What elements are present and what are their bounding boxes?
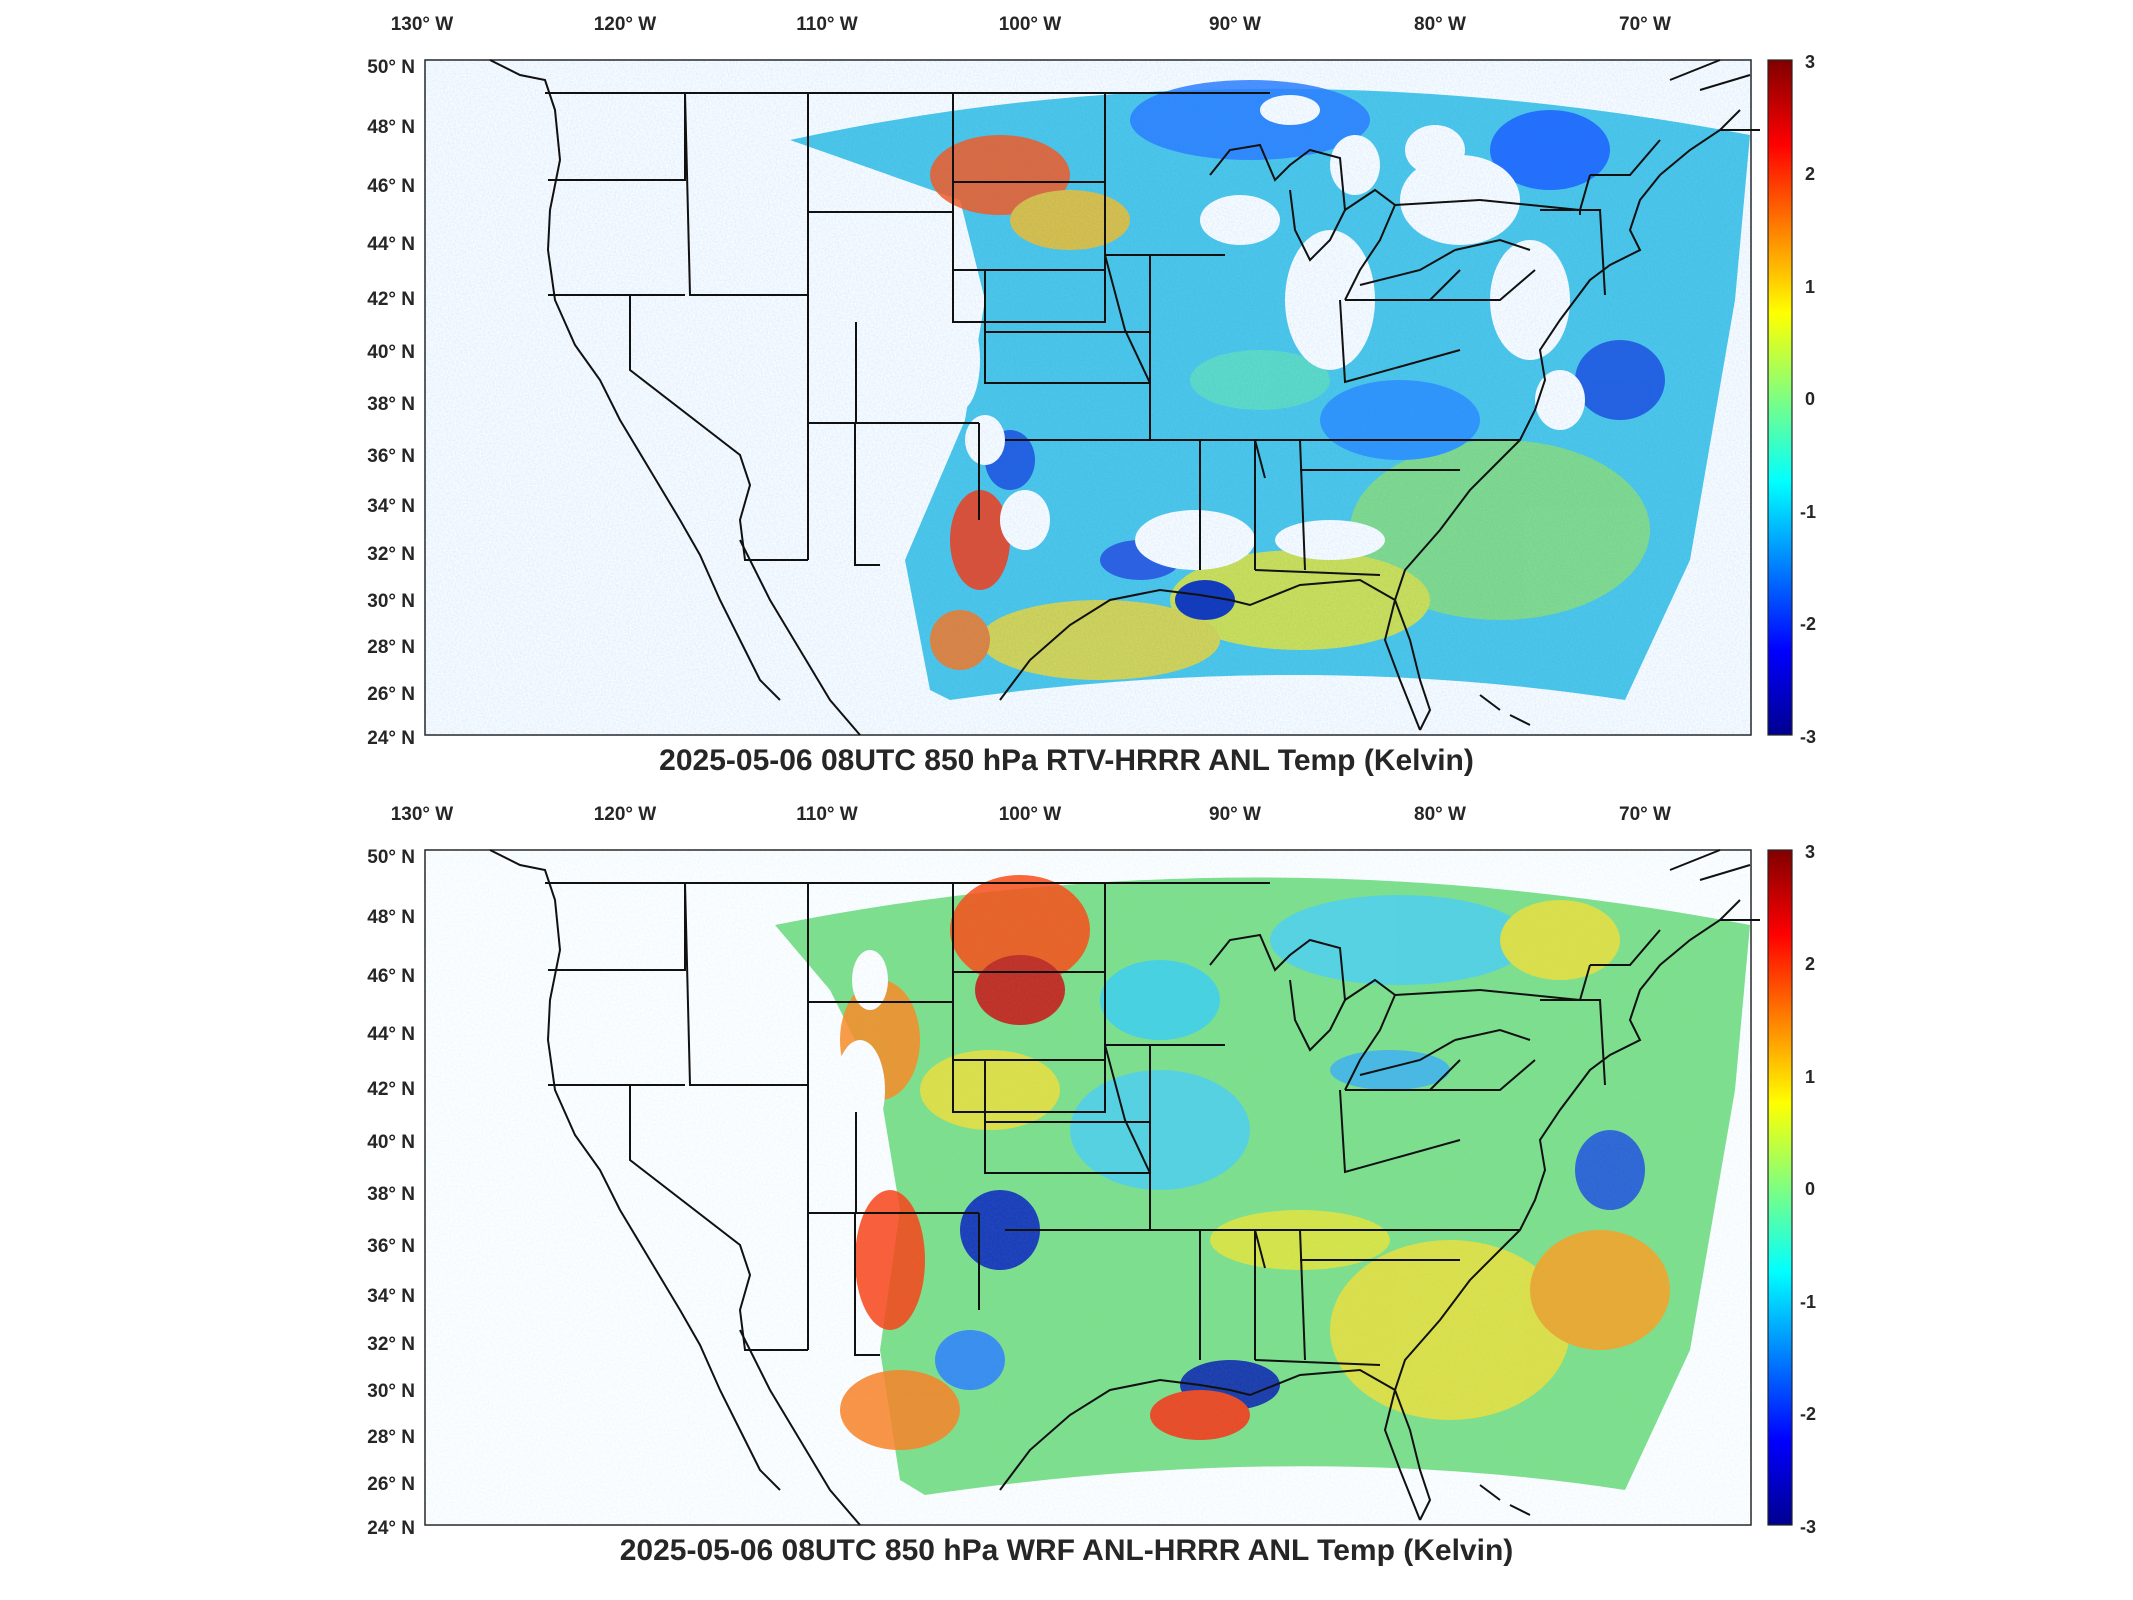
- lon-tick: 130° W: [391, 14, 454, 35]
- lon-tick: 100° W: [999, 804, 1062, 825]
- lat-tick: 30° N: [367, 591, 415, 612]
- lat-tick: 44° N: [367, 234, 415, 255]
- cb-tick: -1: [1800, 502, 1816, 522]
- lat-tick: 36° N: [367, 1236, 415, 1257]
- cb-tick: 3: [1805, 842, 1815, 862]
- lat-tick: 42° N: [367, 1079, 415, 1100]
- lat-ticks: 50° N 48° N 46° N 44° N 42° N 40° N 38° …: [367, 57, 415, 749]
- state-boundaries: [489, 59, 1760, 736]
- colorbar-wrf: 3 2 1 0 -1 -2 -3: [1767, 842, 1816, 1537]
- lat-tick: 38° N: [367, 394, 415, 415]
- cb-tick: -3: [1800, 1517, 1816, 1537]
- data-field-rtv: [425, 60, 1751, 735]
- lat-tick: 48° N: [367, 117, 415, 138]
- map-wrf: 130° W 120° W 110° W 100° W 90° W 80° W …: [367, 804, 1816, 1539]
- lon-tick: 110° W: [796, 804, 858, 825]
- data-field-wrf: [425, 850, 1751, 1525]
- lat-tick: 28° N: [367, 637, 415, 658]
- lat-tick: 40° N: [367, 342, 415, 363]
- lon-ticks: 130° W 120° W 110° W 100° W 90° W 80° W …: [391, 804, 1671, 825]
- lat-tick: 42° N: [367, 289, 415, 310]
- lon-tick: 80° W: [1414, 14, 1466, 35]
- cb-tick: 1: [1805, 1067, 1815, 1087]
- lat-tick: 40° N: [367, 1132, 415, 1153]
- lon-tick: 100° W: [999, 14, 1062, 35]
- lon-tick: 120° W: [594, 14, 657, 35]
- lat-tick: 26° N: [367, 1474, 415, 1495]
- state-boundaries: [489, 849, 1760, 1526]
- lat-tick: 50° N: [367, 57, 415, 78]
- cb-tick: 1: [1805, 277, 1815, 297]
- colorbar-rtv: 3 2 1 0 -1 -2 -3: [1767, 52, 1816, 747]
- cb-tick: 0: [1805, 389, 1815, 409]
- lon-tick: 80° W: [1414, 804, 1466, 825]
- lat-tick: 48° N: [367, 907, 415, 928]
- cb-tick: -3: [1800, 727, 1816, 747]
- lon-tick: 70° W: [1619, 14, 1671, 35]
- colorbar-gradient: [1767, 59, 1793, 736]
- panel-title: 2025-05-06 08UTC 850 hPa WRF ANL-HRRR AN…: [619, 1534, 1514, 1567]
- cb-tick: -2: [1800, 1404, 1816, 1424]
- panel-rtv: 130° W 120° W 110° W 100° W 90° W 80° W …: [0, 0, 2133, 790]
- lat-tick: 26° N: [367, 684, 415, 705]
- lon-tick: 110° W: [796, 14, 858, 35]
- lat-tick: 34° N: [367, 496, 415, 517]
- colorbar-gradient: [1767, 849, 1793, 1526]
- panel-wrf: 130° W 120° W 110° W 100° W 90° W 80° W …: [0, 790, 2133, 1580]
- lat-tick: 28° N: [367, 1427, 415, 1448]
- lon-tick: 90° W: [1209, 14, 1261, 35]
- lat-tick: 30° N: [367, 1381, 415, 1402]
- lat-tick: 34° N: [367, 1286, 415, 1307]
- map-rtv: 130° W 120° W 110° W 100° W 90° W 80° W …: [367, 14, 1816, 749]
- lon-tick: 70° W: [1619, 804, 1671, 825]
- lat-tick: 44° N: [367, 1024, 415, 1045]
- lat-tick: 36° N: [367, 446, 415, 467]
- cb-tick: 2: [1805, 954, 1815, 974]
- cb-tick: 0: [1805, 1179, 1815, 1199]
- lat-tick: 46° N: [367, 176, 415, 197]
- lat-tick: 50° N: [367, 847, 415, 868]
- lat-tick: 24° N: [367, 728, 415, 749]
- lat-tick: 32° N: [367, 1334, 415, 1355]
- lat-ticks: 50° N 48° N 46° N 44° N 42° N 40° N 38° …: [367, 847, 415, 1539]
- panel-title: 2025-05-06 08UTC 850 hPa RTV-HRRR ANL Te…: [659, 744, 1474, 777]
- cb-tick: 2: [1805, 164, 1815, 184]
- lat-tick: 24° N: [367, 1518, 415, 1539]
- cb-tick: -1: [1800, 1292, 1816, 1312]
- lat-tick: 46° N: [367, 966, 415, 987]
- lon-tick: 130° W: [391, 804, 454, 825]
- lon-tick: 120° W: [594, 804, 657, 825]
- lat-tick: 32° N: [367, 544, 415, 565]
- cb-tick: -2: [1800, 614, 1816, 634]
- cb-tick: 3: [1805, 52, 1815, 72]
- lon-ticks: 130° W 120° W 110° W 100° W 90° W 80° W …: [391, 14, 1671, 35]
- lat-tick: 38° N: [367, 1184, 415, 1205]
- lon-tick: 90° W: [1209, 804, 1261, 825]
